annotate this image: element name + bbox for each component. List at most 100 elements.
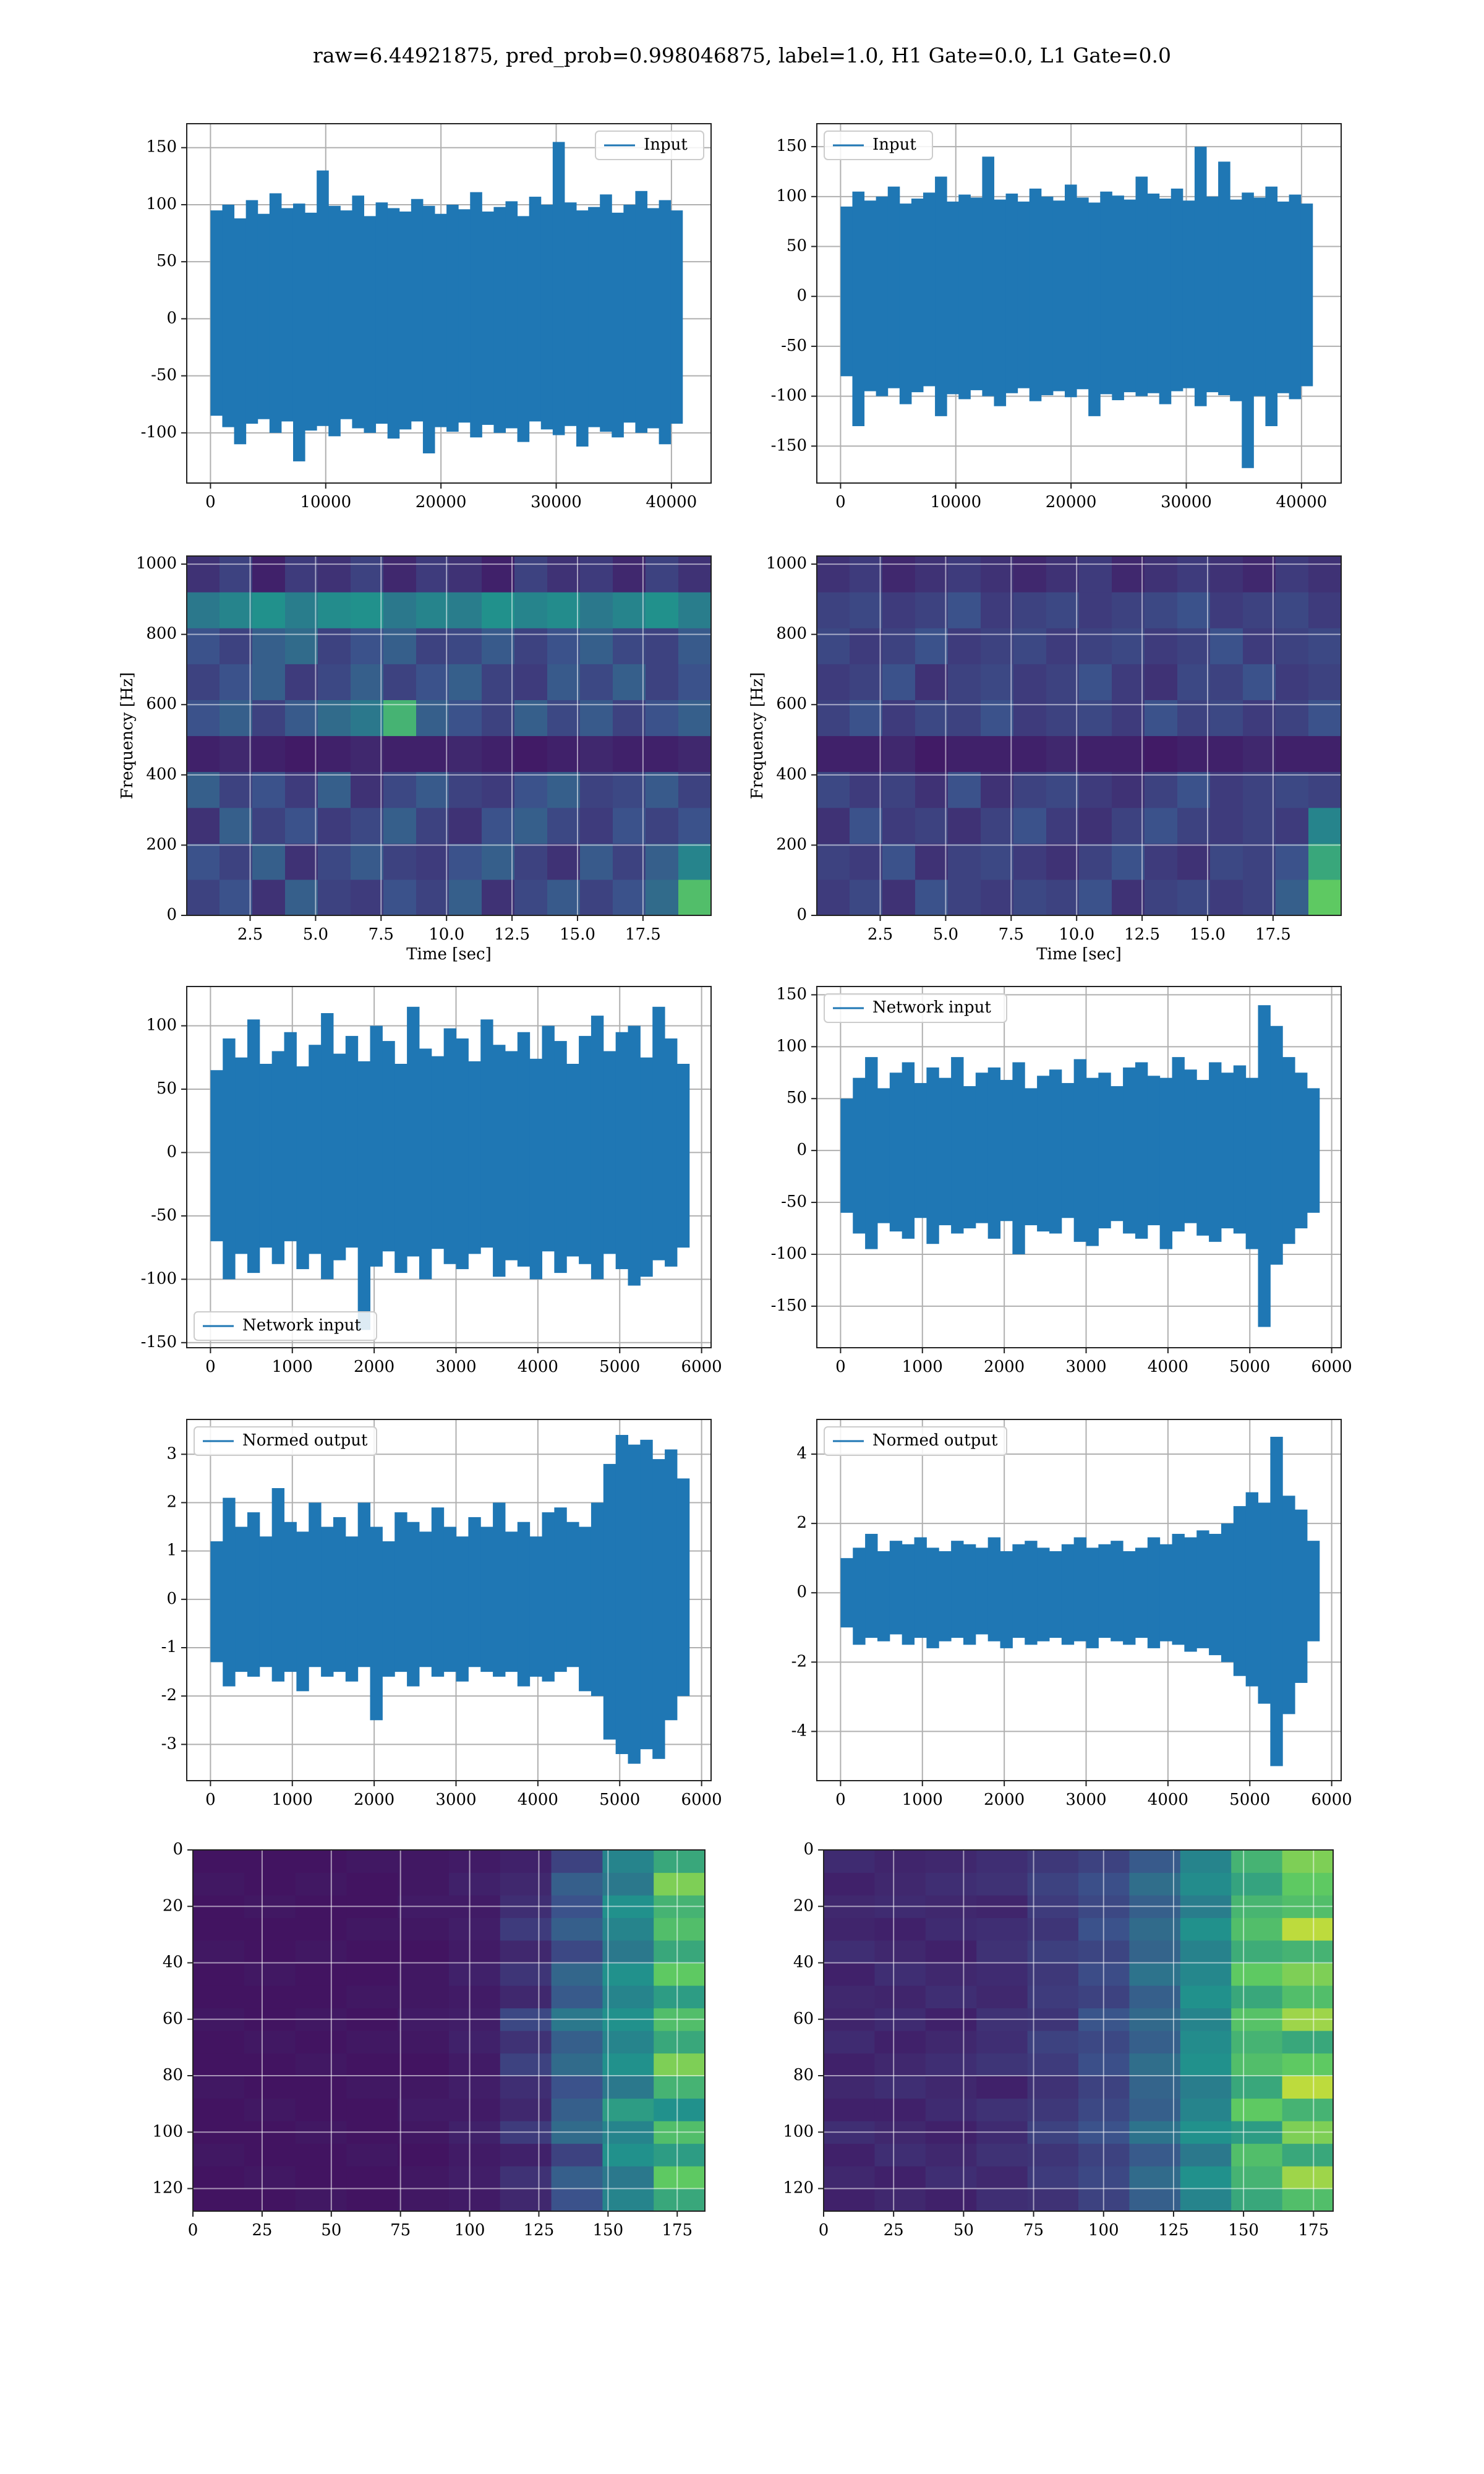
heatmap-cell	[449, 843, 482, 880]
heatmap-cell	[1177, 628, 1211, 664]
heatmap-cell	[1243, 700, 1276, 737]
heatmap-cell	[398, 1963, 450, 1986]
signal-band	[234, 218, 247, 445]
x-tick-label: 75	[1023, 2221, 1044, 2240]
heatmap-cell	[1129, 2053, 1181, 2076]
x-tick-label: 10.0	[429, 925, 464, 944]
heatmap-cell	[500, 1872, 552, 1896]
signal-band	[1061, 1083, 1075, 1218]
y-tick-label: 80	[163, 2066, 183, 2084]
heatmap-cell	[220, 664, 253, 700]
heatmap-cell	[482, 628, 515, 664]
signal-band	[1182, 200, 1195, 388]
heatmap-cell	[1276, 807, 1309, 844]
signal-band	[1065, 184, 1077, 398]
heatmap-cell	[220, 735, 253, 773]
heatmap-cell	[882, 664, 916, 700]
heatmap-cell	[193, 1850, 245, 1873]
heatmap-cell	[285, 735, 318, 773]
heatmap-cell	[398, 2053, 450, 2076]
heatmap-cell	[252, 879, 286, 916]
heatmap-cell	[1243, 556, 1276, 593]
signal-band	[540, 204, 553, 430]
heatmap-cell	[678, 664, 712, 700]
x-tick-label: 0	[819, 2221, 829, 2240]
heatmap-cell	[602, 2076, 654, 2099]
heatmap-cell	[976, 2053, 1028, 2076]
heatmap-cell	[285, 556, 318, 593]
heatmap-cell	[449, 628, 482, 664]
signal-band	[357, 1502, 371, 1667]
x-tick-label: 75	[390, 2221, 411, 2240]
heatmap-cell	[1013, 592, 1047, 628]
signal-band	[1295, 1509, 1308, 1683]
heatmap-cell	[1046, 735, 1080, 773]
y-tick-label: 600	[146, 695, 177, 713]
y-tick-label: 150	[776, 985, 807, 1003]
signal-band	[975, 1072, 989, 1223]
heatmap-cell	[948, 735, 981, 773]
heatmap-cell	[416, 879, 450, 916]
signal-band	[963, 1086, 976, 1229]
signal-band	[1123, 1067, 1136, 1234]
heatmap-cell	[244, 1985, 296, 2009]
heatmap-cell	[1276, 556, 1309, 593]
heatmap-cell	[602, 2143, 654, 2167]
signal-band	[1147, 1537, 1161, 1648]
heatmap-cell	[318, 556, 351, 593]
heatmap-cell	[193, 1985, 245, 2009]
x-axis-label: Time [sec]	[406, 945, 492, 964]
signal-band	[670, 210, 683, 424]
x-tick-label: 5000	[1229, 1358, 1270, 1376]
signal-band	[271, 1488, 285, 1682]
y-tick-label: 20	[163, 1896, 183, 1915]
signal-band	[394, 1063, 407, 1273]
heatmap-cell	[654, 1985, 706, 2009]
y-tick-label: 80	[793, 2066, 814, 2084]
signal-band	[505, 1531, 518, 1672]
heatmap-cell	[295, 2053, 347, 2076]
heatmap-cell	[824, 1850, 875, 1873]
heatmap-cell	[613, 628, 646, 664]
heatmap-cell	[602, 1917, 654, 1941]
heatmap-cell	[514, 735, 548, 773]
heatmap-cell	[1276, 700, 1309, 737]
heatmap-cell	[1079, 628, 1112, 664]
signal-band	[517, 1522, 531, 1687]
y-tick-label: 120	[152, 2179, 183, 2198]
heatmap-cell	[295, 1917, 347, 1941]
heatmap-cell	[915, 592, 949, 628]
heatmap-cell	[187, 843, 220, 880]
heatmap-cell	[976, 1917, 1028, 1941]
heatmap-cell	[678, 807, 712, 844]
heatmap-cell	[948, 879, 981, 916]
y-tick-label: -50	[781, 336, 807, 355]
heatmap-cell	[1027, 2166, 1079, 2189]
signal-band	[345, 1536, 359, 1682]
signal-band	[864, 200, 877, 392]
signal-band	[853, 1547, 866, 1645]
x-tick-label: 10.0	[1059, 925, 1094, 944]
x-tick-label: 50	[321, 2221, 341, 2240]
signal-band	[328, 205, 341, 437]
heatmap-cell	[925, 2053, 977, 2076]
heatmap-cell	[976, 1985, 1028, 2009]
heatmap-cell	[482, 879, 515, 916]
heatmap-cell	[1231, 2143, 1283, 2167]
heatmap-cell	[915, 879, 949, 916]
y-tick-label: 800	[146, 625, 177, 643]
signal-band	[542, 1512, 555, 1682]
heatmap-cell	[925, 1872, 977, 1896]
signal-band	[576, 210, 589, 447]
heatmap-cell	[193, 2076, 245, 2099]
heatmap-cell	[252, 735, 286, 773]
heatmap-cell	[580, 807, 613, 844]
heatmap-cell	[1145, 592, 1178, 628]
heatmap-cell	[482, 735, 515, 773]
heatmap-cell	[915, 771, 949, 808]
heatmap-cell	[824, 1963, 875, 1986]
heatmap-cell	[252, 771, 286, 808]
x-tick-label: 1000	[272, 1791, 313, 1809]
x-tick-label: 6000	[681, 1791, 722, 1809]
heatmap-cell	[817, 592, 850, 628]
